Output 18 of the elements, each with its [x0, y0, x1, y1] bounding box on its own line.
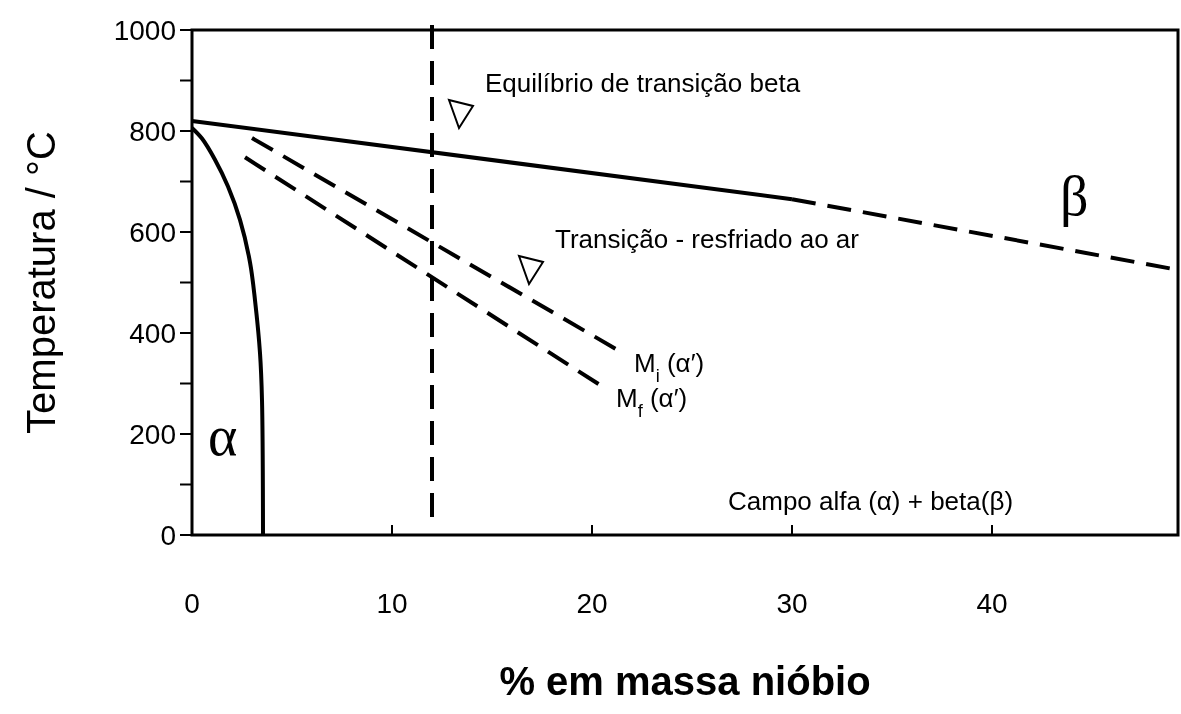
x-axis-title: % em massa nióbio [499, 659, 871, 703]
x-tick-label: 10 [376, 588, 408, 619]
x-tick-label: 30 [776, 588, 808, 619]
y-axis-title: Temperatura / °C [19, 131, 63, 434]
x-tick-label: 20 [576, 588, 608, 619]
x-tick-label: 0 [184, 588, 200, 619]
x-tick-label: 40 [976, 588, 1008, 619]
y-tick-label: 600 [129, 216, 176, 248]
annotation: α [208, 405, 238, 467]
y-tick-label: 400 [129, 317, 176, 349]
annotation: Transição - resfriado ao ar [555, 224, 860, 254]
annotation: Equilíbrio de transição beta [485, 68, 801, 98]
y-tick-label: 200 [129, 418, 176, 450]
annotation: Campo alfa (α) + beta(β) [728, 486, 1014, 516]
annotation: β [1060, 165, 1089, 227]
y-tick-label: 1000 [113, 14, 176, 46]
y-tick-label: 800 [129, 115, 176, 147]
y-tick-label: 0 [160, 519, 176, 551]
